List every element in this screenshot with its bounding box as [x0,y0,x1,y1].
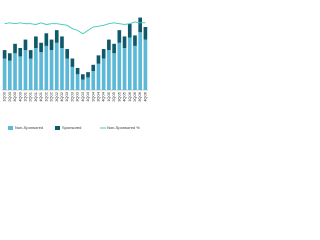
x-tick-label: 2Q06 [132,91,137,102]
bar [112,43,116,54]
x-tick-label: 3Q01 [33,91,38,102]
legend-label: Sponsored [62,125,81,130]
legend-label: Non-Sponsored % [107,125,140,130]
bar [28,50,33,59]
bar [34,36,38,48]
bar [86,77,90,90]
x-tick-label: 3Q04 [96,91,101,102]
bar [13,53,17,90]
x-tick-label: 1Q01 [23,91,28,102]
bar [7,60,12,90]
bar [133,35,137,46]
x-tick-label: 4Q03 [80,91,85,102]
bar [44,33,49,46]
x-tick-label: 4Q02 [59,91,64,102]
bar [23,39,28,51]
bar [18,56,23,90]
legend-label: Non-Sponsored [15,125,43,130]
bar [34,48,38,90]
bar [101,58,106,90]
bar [70,66,75,90]
bar [107,39,111,51]
bar [101,49,106,59]
x-tick-label: 1Q02 [43,91,48,102]
bar [23,50,28,90]
bar [127,23,132,38]
bar [117,30,122,43]
bar [138,32,143,90]
bar [65,49,70,59]
bar [91,64,96,72]
x-tick-label: 4Q01 [38,91,43,102]
bar [44,45,49,90]
bar [54,42,59,90]
bar [75,67,80,75]
bar [122,48,127,90]
x-tick-label: 4Q05 [122,91,127,102]
bar [39,42,43,53]
bar [107,50,111,90]
bar [7,53,12,61]
bar [49,50,54,90]
bar [138,17,143,33]
bar [60,48,64,90]
bar [80,74,85,80]
x-tick-label: 3Q06 [137,91,142,102]
bar [18,48,23,57]
x-tick-label: 4Q00 [17,91,22,102]
bar [13,43,17,54]
legend-swatch [8,126,13,130]
bar [75,74,80,90]
bar [49,39,54,51]
bar [80,79,85,90]
bar [28,58,33,90]
chart: 1Q00 2Q00 3Q00 4Q00 1Q01 2Q01 3Q01 4Q01 1Q02 2Q02… [2,17,148,130]
bar [122,36,127,48]
x-tick-label: 1Q00 [2,91,7,102]
line [4,21,146,35]
legend-swatch [55,126,60,130]
x-tick-label: 2Q03 [69,91,74,102]
x-tick-label: 3Q05 [116,91,121,102]
x-tick-label: 4Q04 [101,91,106,102]
bar [96,55,101,64]
bar [112,53,116,90]
bar [143,27,148,40]
bar [117,42,122,90]
x-tick-label: 3Q00 [12,91,17,102]
bar [39,52,43,90]
bar [96,63,101,90]
x-tick-label: 3Q02 [54,91,59,102]
bar [127,37,132,90]
x-tick-label: 2Q00 [7,91,12,102]
x-tick-label: 2Q01 [28,91,33,102]
x-tick-label: 2Q05 [111,91,116,102]
x-tick-label: 2Q02 [49,91,54,102]
bar [91,71,96,90]
x-tick-label: 1Q04 [85,91,90,102]
x-tick-label: 1Q03 [64,91,69,102]
x-tick-label: 1Q06 [127,91,132,102]
x-tick-label: 3Q03 [75,91,80,102]
bar [86,72,90,78]
bar [133,45,137,90]
bar [60,36,64,48]
x-tick-label: 1Q05 [106,91,111,102]
bar [2,58,7,90]
x-tick-label: 4Q06 [142,91,147,102]
bar [2,50,7,59]
x-tick-label: 2Q04 [90,91,95,102]
bar [143,39,148,90]
bar [54,30,59,43]
bar [65,58,70,90]
bar [70,58,75,67]
